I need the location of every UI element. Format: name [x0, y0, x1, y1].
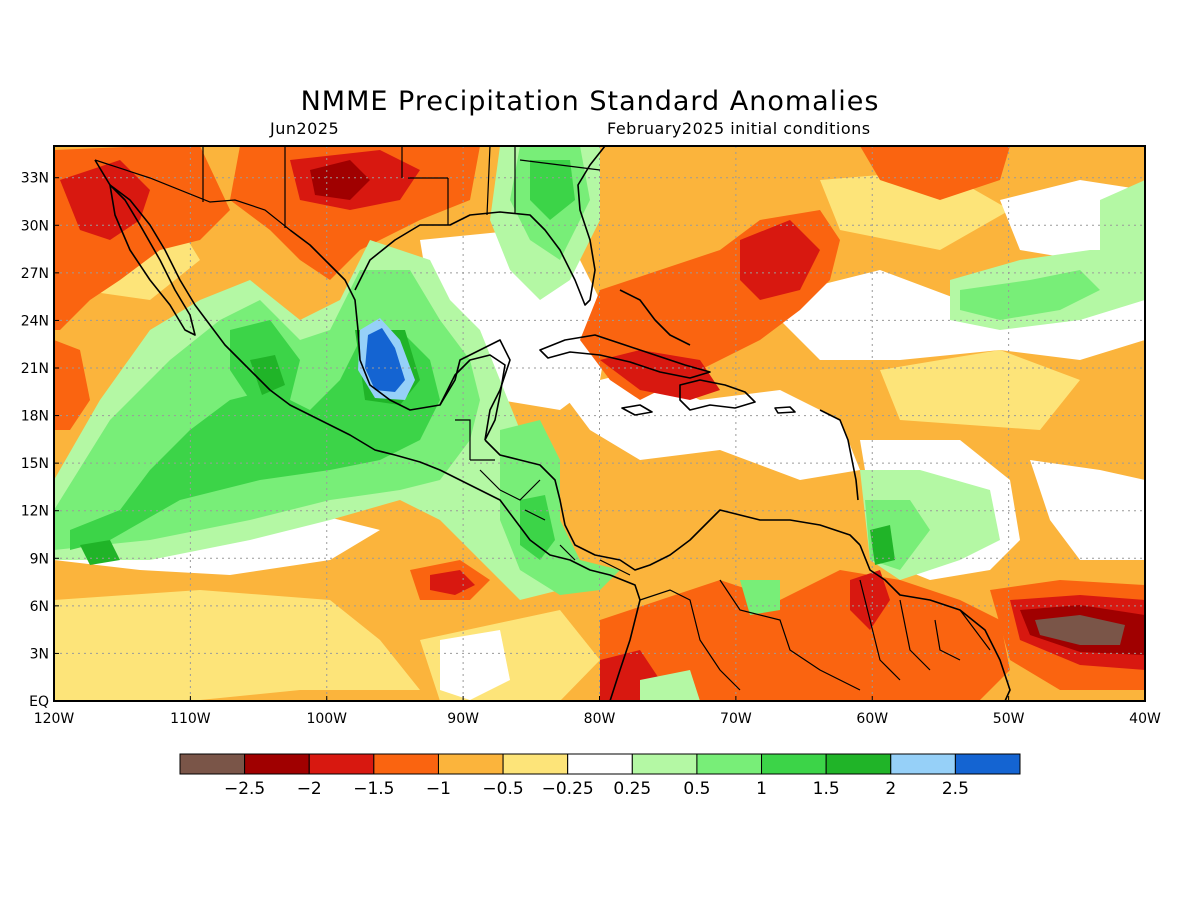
- anomaly-region: [440, 630, 510, 700]
- lat-tick-label: EQ: [29, 694, 49, 710]
- anomaly-region: [960, 270, 1100, 320]
- colorbar-swatch: [373, 753, 439, 775]
- lat-tick-label: 21N: [21, 361, 49, 377]
- border-us-mexico: [94, 159, 291, 231]
- coastline-lesser-antilles: [819, 409, 859, 501]
- lat-tick-label: 3N: [30, 646, 49, 662]
- coastline-baja: [109, 184, 196, 336]
- border-south-america: [639, 579, 991, 691]
- anomaly-region: [870, 525, 895, 565]
- anomaly-region: [54, 590, 420, 701]
- coastline-puerto-rico: [774, 406, 796, 414]
- anomaly-region: [60, 160, 150, 240]
- colorbar-swatch: [761, 753, 827, 775]
- initial-conditions-label: February2025 initial conditions: [607, 119, 871, 138]
- lat-tick-label: 30N: [21, 218, 49, 234]
- lon-tick-label: 100W: [306, 711, 347, 727]
- lon-tick-label: 110W: [170, 711, 211, 727]
- coastline-south-america: [859, 544, 1011, 701]
- lon-tick-label: 50W: [993, 711, 1025, 727]
- coastline-jamaica: [621, 404, 653, 416]
- lon-tick-label: 80W: [584, 711, 616, 727]
- colorbar-label: 1: [756, 779, 767, 799]
- colorbar-swatch: [437, 753, 504, 775]
- lat-tick-label: 33N: [21, 171, 49, 187]
- anomaly-region: [70, 330, 440, 550]
- colorbar-label: −1: [426, 779, 451, 799]
- colorbar-label: −1.5: [353, 779, 394, 799]
- anomaly-region: [560, 370, 860, 480]
- lon-tick-label: 70W: [720, 711, 752, 727]
- colorbar-swatch: [567, 753, 633, 775]
- colorbar-label: 0.5: [683, 779, 710, 799]
- anomaly-region: [850, 570, 890, 630]
- coastline-caribbean: [484, 439, 861, 571]
- political-borders: [94, 146, 991, 691]
- lat-tick-label: 24N: [21, 313, 49, 329]
- colorbar-label: −0.5: [482, 779, 523, 799]
- lat-tick-label: 18N: [21, 409, 49, 425]
- lat-tick-label: 12N: [21, 504, 49, 520]
- colorbar-label: 1.5: [813, 779, 840, 799]
- coastline-cuba: [539, 334, 711, 379]
- colorbar-swatch: [179, 753, 246, 775]
- map-title: NMME Precipitation Standard Anomalies: [300, 86, 880, 117]
- lon-tick-label: 60W: [856, 711, 888, 727]
- anomaly-region: [430, 570, 475, 595]
- coastlines: [94, 146, 1011, 701]
- colorbar-swatch: [631, 753, 698, 775]
- colorbar-label: 2.5: [942, 779, 969, 799]
- anomaly-region: [1030, 460, 1145, 560]
- anomaly-region: [530, 160, 575, 220]
- colorbar-legend: −2.5 −2 −1.5 −1 −0.5 −0.25 0.25 0.5 1 1.5 2 2.5: [179, 753, 1021, 799]
- coastline-yucatan: [439, 354, 506, 441]
- coastline-bahamas: [619, 289, 691, 346]
- colorbar-swatch: [244, 753, 310, 775]
- colorbar-label: −0.25: [542, 779, 594, 799]
- colorbar-label: −2.5: [224, 779, 265, 799]
- anomaly-region: [54, 340, 90, 430]
- colorbar-swatch: [954, 753, 1021, 775]
- target-month-label: Jun2025: [270, 119, 340, 138]
- border-us-states: [202, 146, 601, 228]
- lat-tick-label: 27N: [21, 266, 49, 282]
- anomaly-region: [600, 570, 1010, 701]
- anomaly-region: [640, 670, 700, 701]
- coastline-pacific: [94, 159, 641, 701]
- anomaly-region: [250, 355, 285, 395]
- anomaly-region: [1035, 615, 1125, 645]
- lat-tick-label: 6N: [30, 599, 49, 615]
- border-central-america: [455, 419, 631, 576]
- lat-tick-label: 15N: [21, 456, 49, 472]
- colorbar-label: −2: [297, 779, 322, 799]
- colorbar-label: 0.25: [613, 779, 651, 799]
- anomaly-field: [54, 146, 1145, 701]
- colorbar-swatch: [890, 753, 956, 775]
- lat-tick-label: 9N: [30, 551, 49, 567]
- lon-tick-label: 90W: [447, 711, 479, 727]
- anomaly-region: [740, 220, 820, 300]
- coastline-hispaniola: [679, 379, 756, 411]
- anomaly-region: [860, 146, 1010, 200]
- anomaly-region: [880, 350, 1080, 430]
- anomaly-region: [310, 160, 370, 200]
- colorbar-swatch: [825, 753, 892, 775]
- colorbar-label: 2: [885, 779, 896, 799]
- coastline-gulf: [289, 229, 511, 441]
- anomaly-region: [365, 328, 405, 392]
- colorbar-swatch: [502, 753, 569, 775]
- colorbar-swatch: [308, 753, 375, 775]
- anomaly-region: [230, 146, 480, 280]
- anomaly-region: [1100, 180, 1145, 260]
- lon-tick-label: 40W: [1129, 711, 1161, 727]
- lon-tick-label: 120W: [34, 711, 75, 727]
- coastline-us-gulf: [354, 146, 606, 306]
- colorbar-swatch: [696, 753, 763, 775]
